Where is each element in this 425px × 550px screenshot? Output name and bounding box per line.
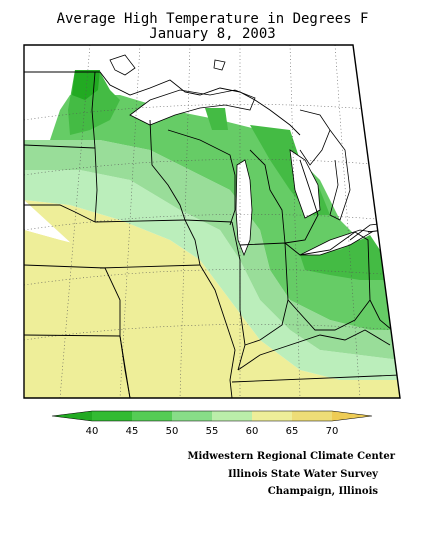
legend-label: 50 <box>166 426 179 437</box>
credit-line-1: Midwestern Regional Climate Center <box>187 451 395 462</box>
legend-swatch <box>132 411 173 421</box>
legend-label: 40 <box>86 426 99 437</box>
legend-bar <box>51 410 373 422</box>
state-borders <box>24 71 400 398</box>
map-area <box>24 45 400 398</box>
band-green-ne <box>205 108 228 130</box>
legend-outline <box>51 410 373 422</box>
legend-swatch-low <box>52 411 92 421</box>
credit-line-2: Illinois State Water Survey <box>227 469 378 480</box>
legend-swatch <box>172 411 213 421</box>
map-frame <box>23 44 401 399</box>
map-date: January 8, 2003 <box>149 26 276 42</box>
band-green-se <box>300 235 385 280</box>
legend-label: 45 <box>126 426 139 437</box>
map-title: Average High Temperature in Degrees F <box>56 11 369 27</box>
legend-swatch <box>252 411 293 421</box>
graticule <box>24 45 399 398</box>
legend-label: 70 <box>326 426 339 437</box>
legend-swatch <box>212 411 253 421</box>
legend-label: 60 <box>246 426 259 437</box>
band-green-light <box>24 140 400 360</box>
canada-white <box>24 45 360 95</box>
lake-superior <box>130 90 255 125</box>
lake-huron <box>290 150 320 218</box>
band-green-pale <box>24 170 400 380</box>
legend-swatch-high <box>332 411 372 421</box>
legend-label: 55 <box>206 426 219 437</box>
legend-labels: 40 45 50 55 60 65 70 <box>86 426 339 437</box>
legend-swatch <box>292 411 333 421</box>
lake-erie <box>300 230 372 255</box>
legend-swatch <box>92 411 133 421</box>
credit-line-3: Champaign, Illinois <box>267 486 378 497</box>
legend-label: 65 <box>286 426 299 437</box>
band-yellow-pale <box>24 200 400 398</box>
